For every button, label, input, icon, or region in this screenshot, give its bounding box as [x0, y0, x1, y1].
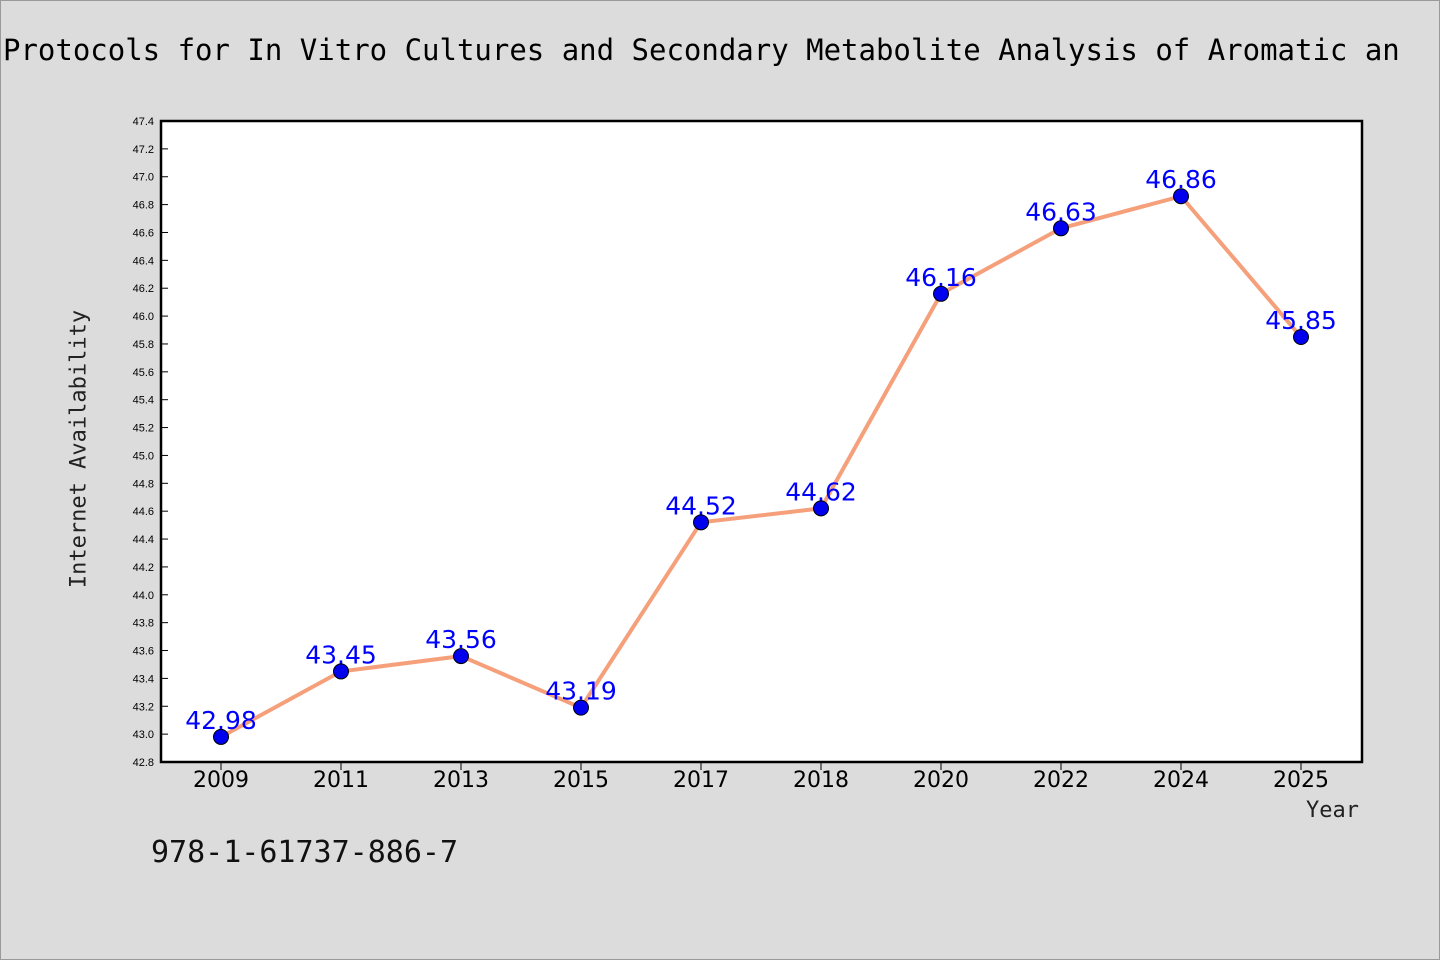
y-tick-label: 45.2: [133, 423, 154, 435]
y-tick-label: 44.4: [133, 534, 154, 546]
y-tick-label: 47.4: [133, 116, 154, 128]
y-tick-label: 45.6: [133, 367, 154, 379]
y-tick-label: 43.2: [133, 701, 154, 713]
y-tick-label: 46.0: [133, 311, 154, 323]
data-point: [453, 648, 469, 665]
x-tick-label: 2017: [673, 768, 729, 793]
y-tick-label: 46.6: [133, 227, 154, 239]
x-tick-label: 2013: [433, 768, 489, 793]
data-label: 44.52: [665, 491, 737, 520]
y-tick-label: 47.0: [133, 172, 154, 184]
data-point: [933, 285, 949, 302]
y-tick-label: 46.8: [133, 200, 154, 212]
data-label: 42.98: [185, 706, 257, 735]
x-tick-label: 2020: [913, 768, 969, 793]
data-label: 46.86: [1145, 165, 1217, 194]
y-tick-label: 46.4: [133, 255, 154, 267]
x-tick-label: 2009: [193, 768, 249, 793]
isbn-text: 978-1-61737-886-7: [151, 835, 459, 870]
data-point: [573, 699, 589, 716]
y-tick-label: 43.6: [133, 646, 154, 658]
x-tick-label: 2022: [1033, 768, 1089, 793]
data-point: [1293, 328, 1309, 345]
y-tick-label: 46.2: [133, 283, 154, 295]
x-axis-label: Year: [1306, 798, 1359, 823]
data-point: [693, 514, 709, 531]
x-tick-label: 2011: [313, 768, 369, 793]
x-tick-label: 2018: [793, 768, 849, 793]
data-point: [333, 663, 349, 680]
y-tick-label: 42.8: [133, 757, 154, 769]
x-tick-label: 2025: [1273, 768, 1329, 793]
data-point: [1053, 220, 1069, 237]
data-label: 45.85: [1265, 306, 1337, 335]
chart-title: Protocols for In Vitro Cultures and Seco…: [3, 33, 1400, 67]
y-tick-label: 44.0: [133, 590, 154, 602]
data-label: 43.45: [305, 640, 377, 669]
y-tick-label: 44.6: [133, 506, 154, 518]
data-label: 43.56: [425, 625, 497, 654]
x-tick-label: 2024: [1153, 768, 1209, 793]
series-line: [219, 194, 1303, 739]
data-point: [213, 728, 229, 745]
data-label: 44.62: [785, 477, 857, 506]
y-tick-label: 45.0: [133, 450, 154, 462]
data-label: 46.63: [1025, 197, 1097, 226]
y-tick-label: 45.8: [133, 339, 154, 351]
y-tick-label: 43.0: [133, 729, 154, 741]
y-tick-label: 44.2: [133, 562, 154, 574]
y-tick-label: 44.8: [133, 478, 154, 490]
y-tick-label: 43.8: [133, 618, 154, 630]
data-label: 43.19: [545, 677, 617, 706]
plot-area: [159, 119, 1364, 764]
y-tick-label: 43.4: [133, 673, 154, 685]
data-point: [1173, 188, 1189, 205]
y-tick-label: 45.4: [133, 395, 154, 407]
x-tick-label: 2015: [553, 768, 609, 793]
y-tick-label: 47.2: [133, 144, 154, 156]
data-label: 46.16: [905, 263, 977, 292]
data-point: [813, 500, 829, 517]
